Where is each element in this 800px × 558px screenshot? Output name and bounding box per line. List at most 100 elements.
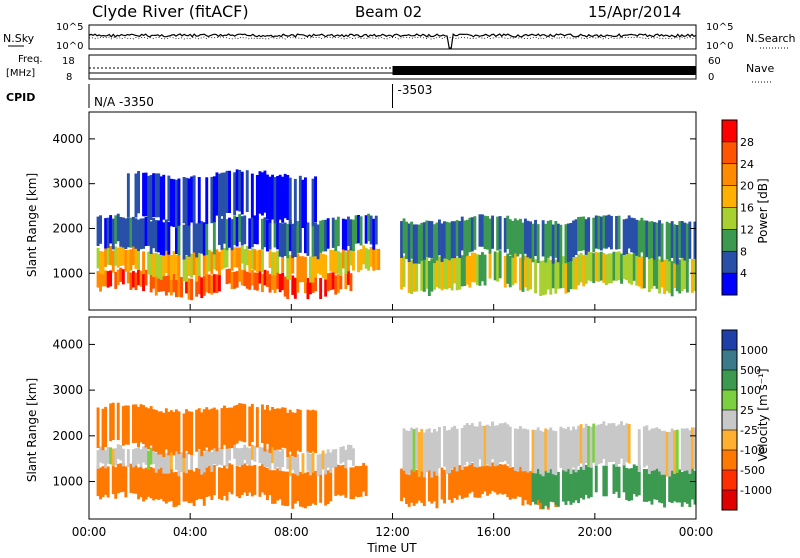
- velocity-cell: [240, 464, 244, 495]
- velocity-cell: [202, 471, 206, 506]
- velocity-cell: [642, 426, 646, 468]
- velocity-cell: [164, 453, 168, 474]
- power-cell: [645, 220, 649, 258]
- power-cell: [126, 268, 130, 284]
- power-cell: [195, 276, 199, 297]
- power-cell: [296, 221, 300, 254]
- velocity-cell: [253, 464, 257, 495]
- power-cell: [197, 252, 201, 276]
- power-cell: [541, 220, 545, 257]
- power-cell: [164, 275, 168, 296]
- velocity-cell: [215, 409, 219, 452]
- velocity-cell: [114, 448, 118, 466]
- cbar-tick-label: 12: [740, 223, 754, 236]
- velocity-cell: [491, 462, 494, 491]
- velocity-cell: [250, 465, 254, 497]
- velocity-cell: [311, 470, 315, 504]
- cbar-swatch: [722, 163, 737, 186]
- power-cell: [319, 251, 323, 275]
- power-cell: [177, 253, 181, 277]
- velocity-cell: [187, 469, 191, 503]
- velocity-cell: [210, 452, 214, 472]
- power-cell: [144, 172, 148, 216]
- power-cell: [587, 251, 591, 281]
- power-cell: [99, 251, 102, 274]
- cbar-tick-label: -1000: [740, 484, 772, 497]
- power-cell: [205, 251, 209, 274]
- velocity-cell: [261, 463, 264, 493]
- power-cell: [663, 259, 666, 294]
- velocity-cell: [556, 472, 560, 507]
- power-cell: [460, 216, 464, 251]
- power-cell: [268, 218, 272, 250]
- velocity-cell: [534, 470, 537, 505]
- velocity-cell: [197, 408, 201, 450]
- freq-trace: [89, 66, 696, 75]
- velocity-cell: [430, 432, 434, 478]
- power-cell: [129, 249, 133, 271]
- power-cell: [503, 255, 507, 288]
- power-cell: [311, 274, 315, 293]
- power-cell: [132, 216, 135, 247]
- velocity-cell: [412, 429, 416, 472]
- velocity-cell: [109, 403, 113, 442]
- velocity-cell: [175, 409, 178, 452]
- power-cell: [106, 245, 110, 265]
- power-cell: [167, 273, 171, 293]
- velocity-cell: [549, 468, 553, 502]
- power-cell: [233, 247, 237, 268]
- velocity-cell: [627, 424, 631, 464]
- power-cell: [347, 269, 350, 285]
- power-cell: [668, 259, 672, 294]
- power-cell: [670, 261, 674, 297]
- cbar-tick-label: 4: [740, 267, 747, 280]
- power-cell: [253, 272, 257, 290]
- power-cell: [407, 223, 411, 262]
- power-cell: [526, 257, 530, 291]
- power-cell: [572, 256, 575, 290]
- power-cell: [331, 217, 335, 248]
- velocity-cell: [134, 464, 138, 494]
- power-cell: [220, 172, 224, 217]
- velocity-cell: [670, 469, 674, 503]
- power-cell: [660, 255, 664, 288]
- velocity-cell: [683, 469, 687, 503]
- power-cell: [357, 215, 360, 244]
- velocity-cell: [567, 426, 570, 468]
- power-cell: [281, 272, 285, 291]
- power-cell: [255, 272, 259, 291]
- velocity-cell: [604, 465, 608, 497]
- velocity-cell: [250, 403, 254, 442]
- velocity-cell: [283, 407, 287, 449]
- power-cell: [476, 254, 479, 285]
- velocity-cell: [574, 468, 578, 501]
- y-tick-label: 4000: [52, 337, 83, 351]
- power-cell: [554, 259, 558, 294]
- power-cell: [223, 172, 226, 216]
- station-title: Clyde River (fitACF): [92, 2, 249, 21]
- velocity-cell: [116, 444, 120, 459]
- power-cell: [341, 218, 345, 250]
- velocity-cell: [167, 453, 171, 474]
- velocity-cell: [240, 447, 244, 466]
- power-cell: [642, 220, 646, 257]
- cbar-swatch: [722, 350, 737, 371]
- power-cell: [405, 221, 408, 259]
- noise-trace: [88, 33, 697, 49]
- velocity-cell: [319, 453, 323, 475]
- power-cell: [190, 253, 194, 278]
- power-cell: [620, 253, 623, 284]
- velocity-cell: [263, 464, 267, 495]
- power-cell: [296, 274, 300, 293]
- velocity-cell: [483, 462, 487, 492]
- power-cell: [344, 219, 348, 251]
- power-cell: [683, 222, 687, 261]
- power-cell: [364, 215, 368, 244]
- power-cell: [104, 218, 108, 249]
- velocity-cell: [680, 472, 684, 507]
- power-cell: [582, 216, 586, 251]
- power-cell: [377, 248, 381, 270]
- velocity-cell: [182, 413, 186, 458]
- power-cell: [245, 271, 249, 289]
- velocity-cell: [675, 429, 679, 473]
